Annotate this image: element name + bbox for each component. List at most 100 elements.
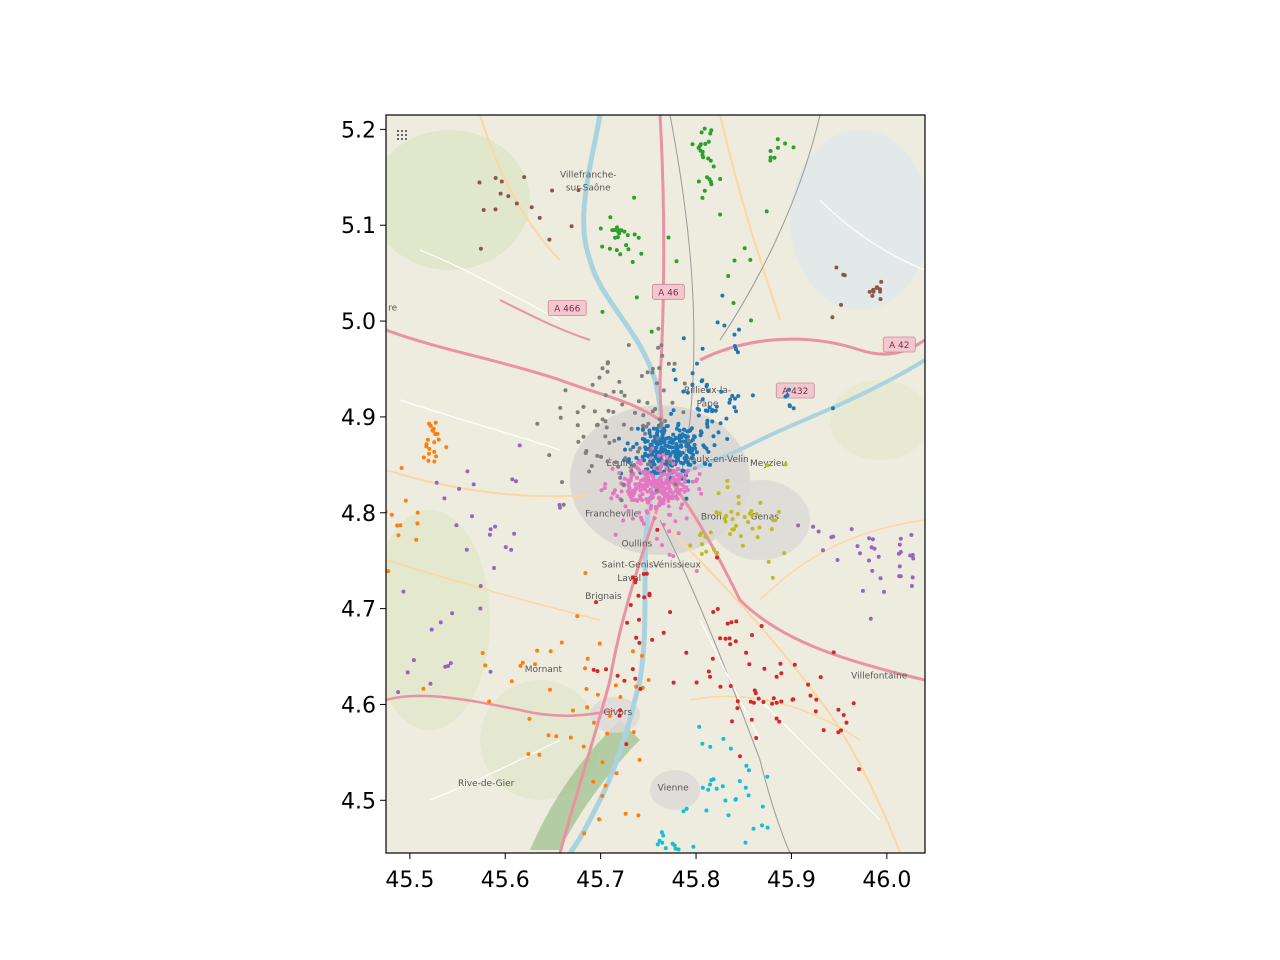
scatter-point [867, 558, 871, 563]
scatter-point [614, 248, 619, 253]
scatter-point [666, 498, 671, 503]
scatter-point [430, 428, 435, 433]
scatter-point [607, 440, 612, 445]
scatter-point [591, 667, 596, 672]
scatter-point [666, 235, 671, 240]
scatter-point [636, 593, 641, 598]
scatter-point [725, 478, 730, 483]
scatter-point [768, 155, 773, 160]
scatter-point [715, 550, 720, 555]
scatter-point [821, 728, 826, 733]
map-place-label: sur-Saône [566, 183, 611, 194]
scatter-point [710, 656, 715, 661]
scatter-point [643, 439, 648, 444]
scatter-point [612, 438, 617, 443]
y-axis-ticks: 4.5 4.6 4.7 4.8 4.9 5.0 5.1 5.2 [341, 118, 386, 814]
scatter-point [667, 459, 672, 464]
scatter-point [626, 459, 631, 464]
scatter-point [669, 411, 674, 416]
scatter-point [742, 246, 747, 251]
scatter-point [708, 530, 713, 535]
scatter-point [630, 575, 635, 580]
scatter-point [665, 473, 670, 478]
scatter-point [718, 212, 723, 217]
scatter-point [649, 442, 654, 447]
scatter-point [782, 551, 787, 556]
scatter-point [626, 481, 631, 486]
scatter-point [403, 498, 408, 503]
scatter-point [629, 472, 634, 477]
scatter-point [659, 343, 664, 348]
scatter-point [619, 489, 624, 494]
scatter-point [398, 523, 403, 528]
scatter-point [448, 661, 453, 666]
scatter-point [722, 323, 727, 328]
scatter-point [671, 408, 676, 413]
scatter-point [697, 407, 702, 412]
scatter-point [421, 686, 426, 691]
scatter-point [878, 576, 883, 581]
scatter-point [643, 473, 648, 477]
scatter-point [670, 491, 675, 495]
scatter-point [703, 461, 708, 466]
x-tick-label: 45.7 [576, 868, 625, 893]
scatter-point [654, 441, 659, 446]
map-place-label: Villefontaine [851, 672, 908, 682]
scatter-point [432, 459, 437, 464]
scatter-point [661, 497, 666, 502]
scatter-point [617, 713, 622, 718]
scatter-point [676, 467, 681, 472]
scatter-point [428, 681, 433, 686]
scatter-point [714, 510, 719, 515]
scatter-point [658, 497, 663, 502]
scatter-point [427, 446, 432, 451]
scatter-point [638, 461, 643, 466]
scatter-point [703, 408, 708, 413]
x-axis-ticks: 45.5 45.6 45.7 45.8 45.9 46.0 [385, 853, 911, 893]
scatter-point [569, 224, 574, 229]
scatter-point [626, 509, 631, 513]
scatter-point [645, 499, 650, 504]
scatter-point [708, 131, 713, 136]
scatter-point [699, 552, 704, 556]
scatter-point [595, 692, 600, 697]
scatter-point [642, 458, 647, 463]
scatter-point [666, 494, 671, 498]
scatter-point [632, 463, 637, 467]
scatter-point [705, 109, 709, 113]
scatter-point [643, 445, 648, 450]
scatter-point [681, 809, 686, 814]
scatter-point [707, 405, 712, 410]
scatter-point [590, 382, 595, 387]
scatter-point [478, 606, 483, 611]
map-place-label: Pape [697, 399, 719, 409]
scatter-point [878, 289, 883, 294]
scatter-point [730, 517, 735, 522]
scatter-point [638, 488, 643, 493]
scatter-point [526, 752, 531, 756]
scatter-point [635, 426, 640, 431]
scatter-point [696, 413, 701, 418]
scatter-point [676, 421, 681, 426]
scatter-point [350, 664, 354, 668]
scatter-point [911, 556, 916, 561]
scatter-point [576, 188, 581, 193]
scatter-point [735, 706, 740, 711]
scatter-point [726, 813, 731, 818]
scatter-point [656, 483, 661, 488]
scatter-point [529, 205, 534, 210]
scatter-point [625, 233, 630, 238]
scatter-point [520, 660, 525, 665]
scatter-point [641, 423, 645, 428]
scatter-point [698, 148, 703, 153]
scatter-point [747, 662, 752, 667]
scatter-point [670, 479, 675, 484]
scatter-point [630, 667, 635, 672]
scatter-point [729, 509, 734, 514]
scatter-point [560, 480, 564, 485]
scatter-point [711, 434, 716, 439]
scatter-point [654, 381, 659, 386]
scatter-point [677, 472, 682, 477]
scatter-point [694, 450, 699, 455]
scatter-point [595, 453, 600, 458]
